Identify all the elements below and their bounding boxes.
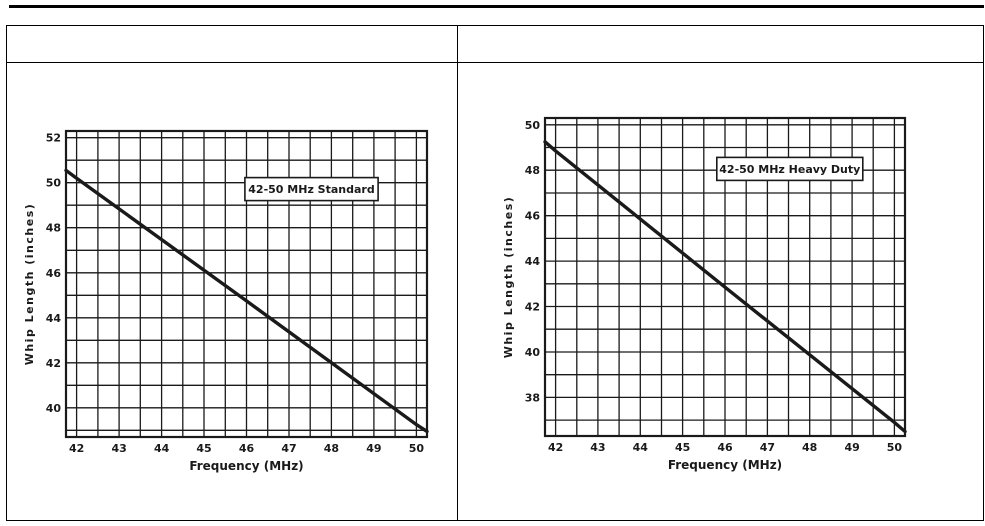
x-tick-label: 46 (717, 441, 733, 454)
layout-table: 42 43 44 45 46 47 48 49 50 40 42 44 46 48 50 52 Frequenc… (6, 25, 984, 521)
x-tick-label: 48 (802, 441, 817, 454)
y-tick-label: 52 (46, 132, 61, 145)
top-rule (9, 5, 984, 8)
series-label-box (244, 176, 379, 202)
y-tick-label: 44 (46, 312, 62, 325)
x-tick-label: 45 (675, 441, 690, 454)
table-header-left (7, 26, 458, 63)
y-tick-label: 38 (525, 391, 540, 404)
data-line (543, 140, 907, 434)
plot-border (64, 129, 429, 439)
x-tick-label: 50 (887, 441, 903, 454)
x-tick-label: 43 (590, 441, 605, 454)
x-tick-label: 47 (760, 441, 775, 454)
x-axis-title: Frequency (MHz) (668, 458, 782, 472)
x-tick-label: 50 (409, 442, 425, 455)
x-tick-label: 44 (154, 442, 170, 455)
x-tick-label: 48 (324, 442, 339, 455)
plot-border (543, 116, 907, 438)
chart-heavy-duty: 42 43 44 45 46 47 48 49 50 38 40 42 44 46 48 50 Frequenc… (501, 108, 913, 488)
data-line (64, 168, 429, 434)
x-tick-label: 49 (366, 442, 381, 455)
y-tick-label: 40 (46, 402, 62, 415)
y-tick-label: 46 (525, 210, 541, 223)
y-axis-title: Whip Length (inches) (502, 196, 515, 359)
y-tick-label: 44 (525, 255, 541, 268)
x-tick-label: 49 (844, 441, 859, 454)
table-cell-heavy-duty: 42 43 44 45 46 47 48 49 50 38 40 42 44 46 48 50 Frequenc… (458, 63, 983, 520)
x-tick-label: 46 (239, 442, 255, 455)
y-tick-label: 50 (46, 177, 62, 190)
grid-lines (545, 118, 905, 436)
y-tick-label: 48 (525, 164, 540, 177)
y-tick-label: 40 (525, 346, 541, 359)
y-axis-title: Whip Length (inches) (23, 203, 36, 366)
x-tick-label: 43 (111, 442, 126, 455)
series-label: 42-50 MHz Heavy Duty (719, 163, 860, 176)
table-cell-standard: 42 43 44 45 46 47 48 49 50 40 42 44 46 48 50 52 Frequenc… (7, 63, 458, 520)
x-tick-label: 42 (548, 441, 563, 454)
series-label-box (716, 156, 864, 182)
x-axis-title: Frequency (MHz) (189, 459, 303, 473)
chart-standard: 42 43 44 45 46 47 48 49 50 40 42 44 46 48 50 52 Frequenc… (22, 119, 437, 491)
x-tick-label: 42 (69, 442, 84, 455)
chart-svg: 42 43 44 45 46 47 48 49 50 38 40 42 44 46 48 50 Frequenc… (502, 116, 907, 472)
series-label: 42-50 MHz Standard (248, 183, 374, 196)
y-tick-label: 42 (46, 357, 61, 370)
y-tick-label: 46 (46, 267, 62, 280)
y-tick-label: 48 (46, 222, 61, 235)
x-tick-label: 45 (196, 442, 211, 455)
y-tick-label: 42 (525, 301, 540, 314)
table-header-right (458, 26, 983, 63)
grid-lines (66, 131, 427, 437)
chart-svg: 42 43 44 45 46 47 48 49 50 40 42 44 46 48 50 52 Frequenc… (23, 129, 429, 473)
y-tick-label: 50 (525, 119, 541, 132)
x-tick-label: 44 (633, 441, 649, 454)
x-tick-label: 47 (281, 442, 296, 455)
